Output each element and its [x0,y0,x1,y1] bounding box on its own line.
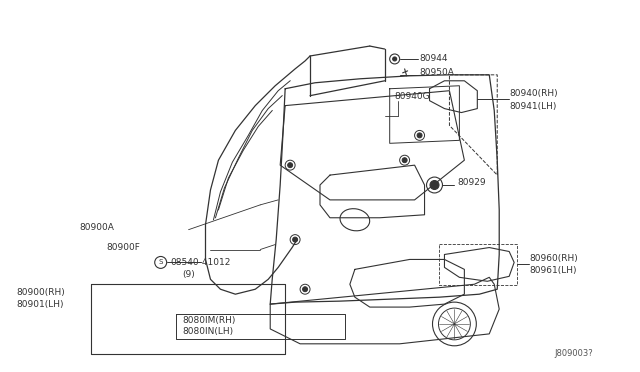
Circle shape [430,180,439,189]
Text: 08540-41012: 08540-41012 [171,258,231,267]
Text: 80900A: 80900A [79,223,114,232]
Text: 80950A: 80950A [420,68,454,77]
Circle shape [292,237,298,242]
Text: 80940G: 80940G [395,92,430,101]
Circle shape [287,163,292,168]
Text: 80961(LH): 80961(LH) [529,266,577,275]
Text: J809003?: J809003? [554,349,593,358]
Text: 80944: 80944 [420,54,448,64]
Text: 80941(LH): 80941(LH) [509,102,557,111]
Text: 80900F: 80900F [106,243,140,252]
Text: 80940(RH): 80940(RH) [509,89,558,98]
Text: 8080lM(RH): 8080lM(RH) [182,317,236,326]
Circle shape [402,158,407,163]
Text: 80960(RH): 80960(RH) [529,254,578,263]
Circle shape [417,133,422,138]
Text: 80929: 80929 [458,177,486,186]
Circle shape [393,57,397,61]
Text: 8080lN(LH): 8080lN(LH) [182,327,234,336]
Text: 80901(LH): 80901(LH) [17,299,64,309]
Text: (9): (9) [182,270,195,279]
Text: 80900(RH): 80900(RH) [17,288,65,297]
Text: S: S [159,259,163,266]
Circle shape [303,287,308,292]
